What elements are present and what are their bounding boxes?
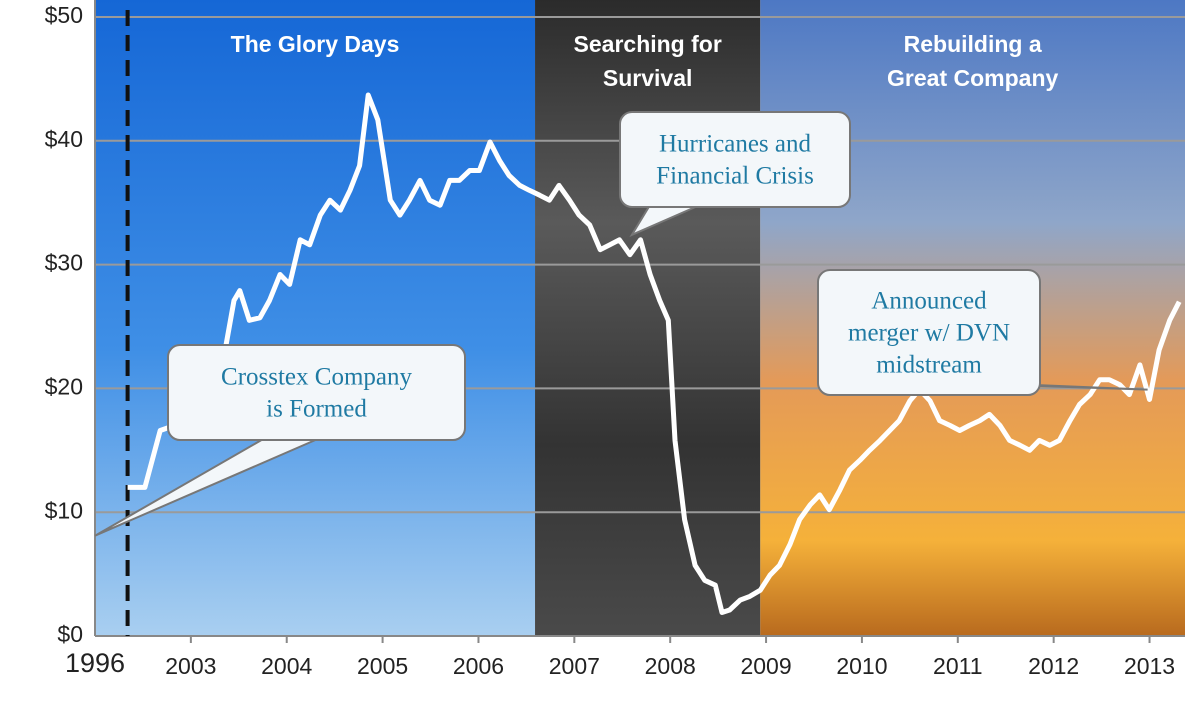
callout-text: Announced [871,288,987,315]
x-tick-label: 2008 [645,653,696,679]
region-label: The Glory Days [231,31,400,57]
callout-seam [1012,382,1033,386]
callout-text: Hurricanes and [659,131,812,158]
callout-seam [652,202,698,206]
y-tick-label: $50 [45,2,83,28]
x-tick-label: 2006 [453,653,504,679]
callout-text: midstream [876,352,982,379]
region-label: Survival [603,65,693,91]
y-tick-label: $10 [45,497,83,523]
x-tick-label: 2004 [261,653,312,679]
y-tick-label: $30 [45,250,83,276]
region-label: Rebuilding a [904,31,1042,57]
x-tick-label: 2011 [933,653,982,679]
x-tick-label: 2012 [1028,653,1079,679]
region-background [535,0,761,636]
x-tick-label: 2009 [740,653,791,679]
callout-box [167,344,466,441]
x-tick-label: 2013 [1124,653,1175,679]
region-label: Great Company [887,65,1058,91]
y-tick-label: $40 [45,126,83,152]
callout-box [817,269,1041,396]
x-tick-label: 2003 [165,653,216,679]
callout: Hurricanes and Financial Crisis [619,111,851,238]
region-label: Searching for [574,31,722,57]
callout-text: Financial Crisis [656,163,814,190]
x-start-label: 1996 [65,648,125,678]
y-tick-label: $20 [45,373,83,399]
region-background [95,0,536,636]
callout-text: Crosstex Company [221,364,412,391]
callout-text: merger w/ DVN [848,320,1010,347]
price-line [127,92,1182,615]
callout-box [619,111,851,208]
callout-seam [267,435,318,439]
callout-text: is Formed [266,396,367,423]
callout: Announced merger w/ DVN midstream [817,269,1148,396]
callout: Crosstex Company is Formed [94,344,466,537]
y-tick-label: $0 [57,621,83,647]
x-tick-label: 2010 [836,653,887,679]
x-tick-label: 2005 [357,653,408,679]
x-tick-label: 2007 [549,653,600,679]
